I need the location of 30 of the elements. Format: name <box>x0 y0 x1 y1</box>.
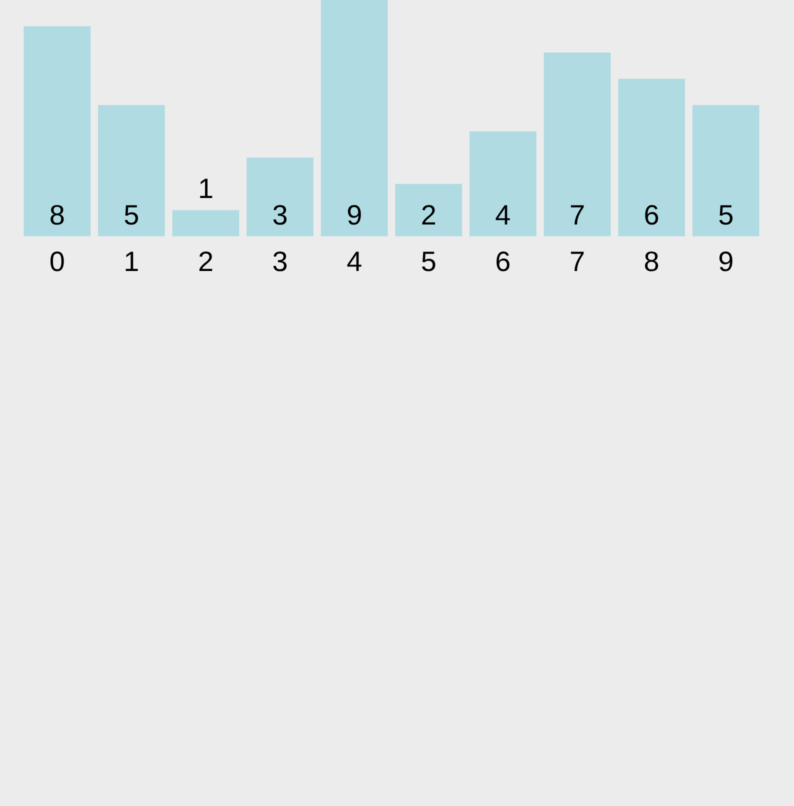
data-label: 6 <box>644 199 660 230</box>
data-label: 3 <box>272 199 288 230</box>
x-tick-label: 1 <box>124 246 140 277</box>
x-tick-label: 0 <box>49 246 65 277</box>
x-tick-label: 4 <box>346 246 362 277</box>
data-label: 1 <box>198 173 214 204</box>
data-label: 9 <box>346 199 362 230</box>
bar <box>544 52 611 236</box>
data-label: 2 <box>420 199 436 230</box>
x-tick-label: 5 <box>420 246 436 277</box>
bar <box>320 0 388 236</box>
bar <box>246 158 314 236</box>
bar <box>618 78 685 236</box>
x-tick-label: 3 <box>272 246 288 277</box>
data-label: 8 <box>49 199 65 230</box>
bar <box>24 26 91 236</box>
bar <box>395 184 462 236</box>
data-label: 7 <box>569 199 586 230</box>
data-label: 4 <box>495 199 511 230</box>
x-tick-label: 7 <box>569 246 586 277</box>
x-tick-label: 6 <box>495 246 511 277</box>
bar <box>692 105 760 236</box>
bar <box>172 210 240 236</box>
x-tick-label: 8 <box>644 246 660 277</box>
bar <box>98 105 165 236</box>
x-tick-label: 9 <box>718 246 734 277</box>
x-tick-label: 2 <box>198 246 214 277</box>
data-label: 5 <box>124 199 140 230</box>
data-label: 5 <box>718 199 734 230</box>
bar <box>470 131 536 236</box>
